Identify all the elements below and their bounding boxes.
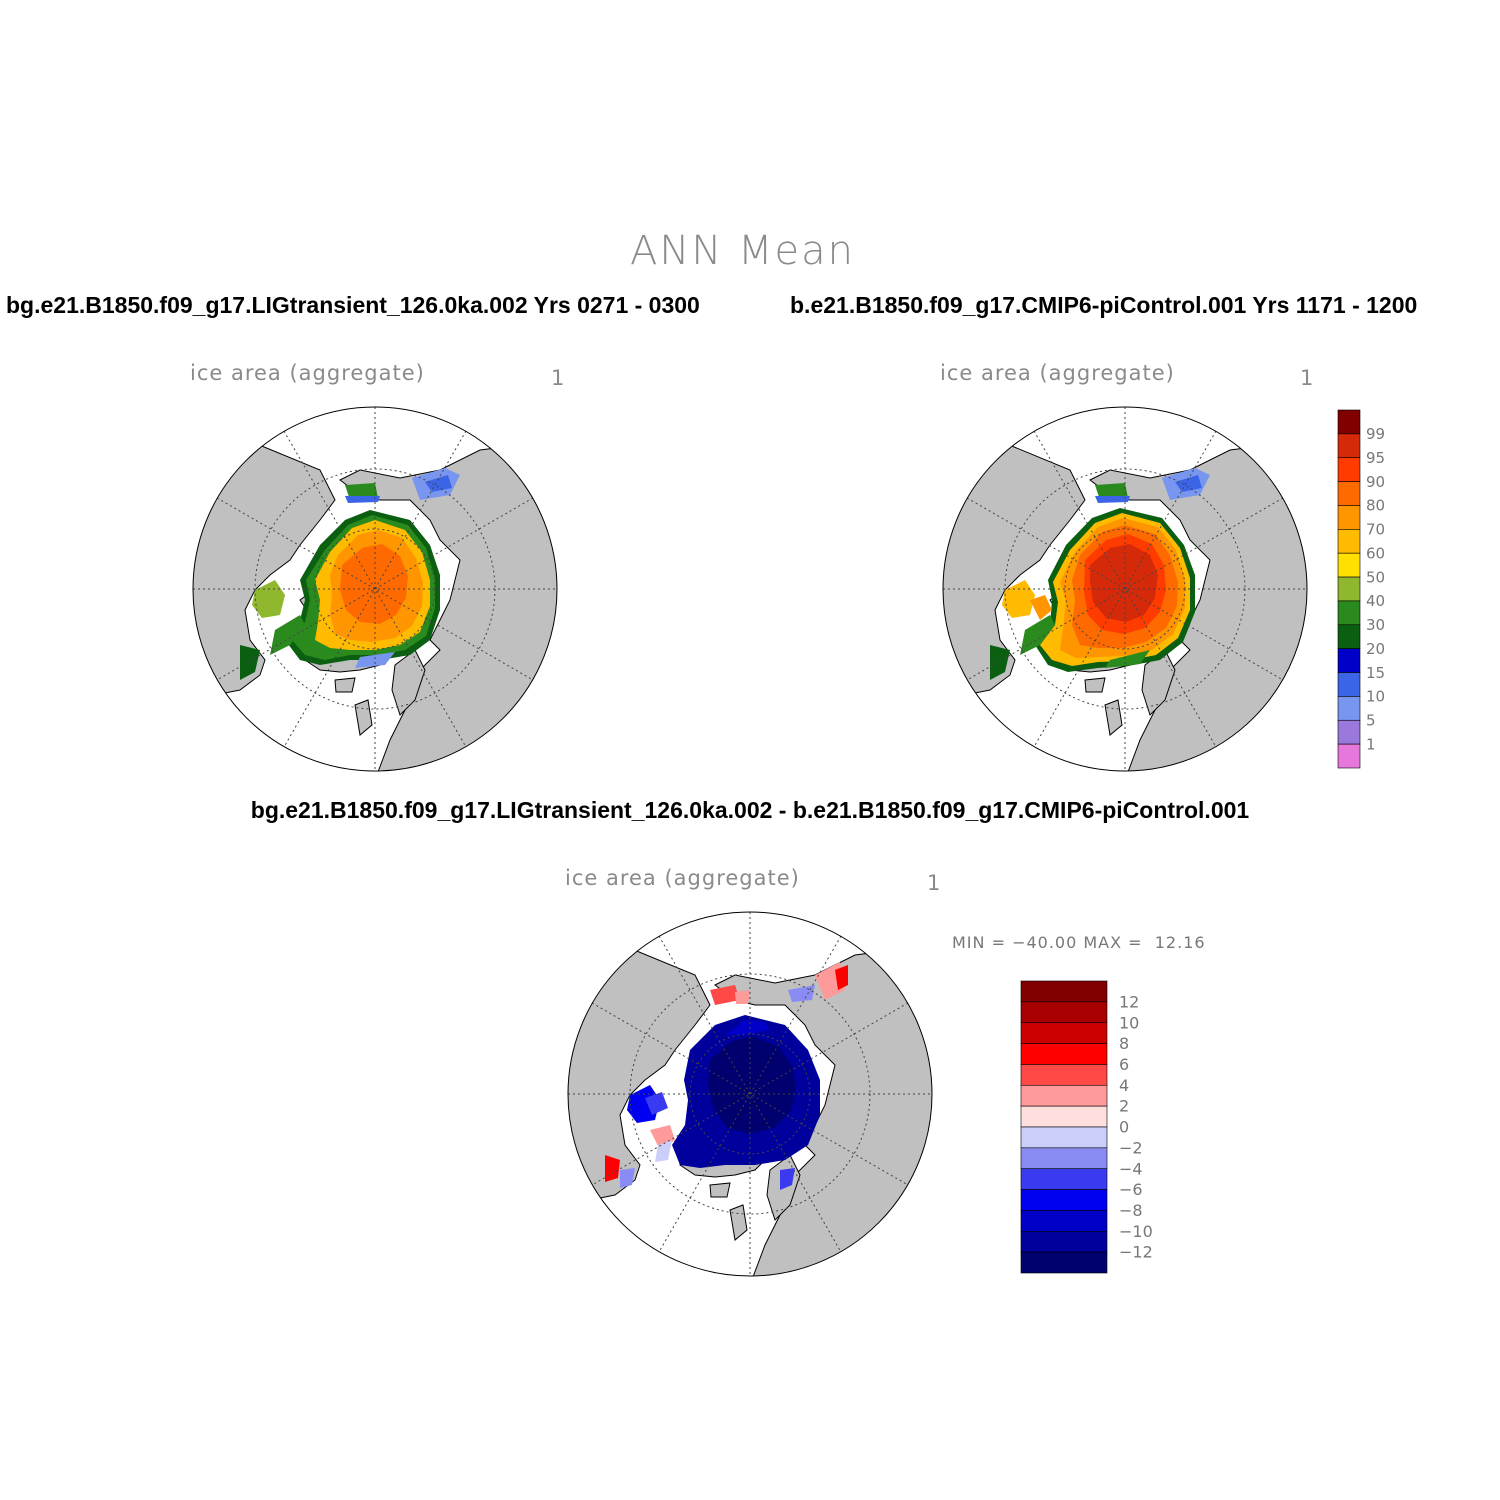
diff-colorbar-swatch bbox=[1020, 1189, 1108, 1211]
diff-colorbar-swatch bbox=[1020, 1230, 1108, 1253]
diff-colorbar-tick-label: −4 bbox=[1119, 1159, 1143, 1178]
graticule bbox=[568, 912, 932, 1276]
ice-colorbar-tick-label: 80 bbox=[1366, 497, 1385, 515]
diff-colorbar-tick-label: −8 bbox=[1119, 1201, 1143, 1220]
ice-colorbar-swatch bbox=[1337, 624, 1361, 649]
difference-min-max: MIN = −40.00 MAX = 12.16 bbox=[952, 933, 1206, 952]
diff-colorbar-swatch bbox=[1020, 1022, 1108, 1044]
right-case-title: b.e21.B1850.f09_g17.CMIP6-piControl.001 … bbox=[790, 292, 1418, 318]
panel3-units: 1 bbox=[927, 871, 941, 895]
ice-colorbar-swatch bbox=[1337, 409, 1361, 435]
ice-colorbar-tick-label: 99 bbox=[1366, 425, 1385, 443]
diff-colorbar-swatch bbox=[1020, 1105, 1108, 1128]
ice-colorbar-swatch bbox=[1337, 648, 1361, 673]
map-panel-difference bbox=[567, 911, 933, 1277]
graticule bbox=[193, 407, 557, 771]
ice-colorbar-tick-label: 70 bbox=[1366, 521, 1385, 539]
ice-colorbar-swatch bbox=[1337, 481, 1361, 506]
ice-colorbar-tick-label: 90 bbox=[1366, 473, 1385, 491]
ice-colorbar-swatch bbox=[1337, 529, 1361, 554]
ice-colorbar-swatch bbox=[1337, 696, 1361, 721]
ice-colorbar-tick-label: 95 bbox=[1366, 449, 1385, 467]
panel1-units: 1 bbox=[551, 366, 565, 390]
map-panel-picontrol bbox=[942, 406, 1308, 772]
diff-colorbar-swatch bbox=[1020, 1147, 1108, 1170]
ice-colorbar-tick-label: 5 bbox=[1366, 712, 1376, 730]
graticule bbox=[943, 407, 1307, 771]
diff-colorbar-swatch bbox=[1020, 1168, 1108, 1190]
ice-colorbar-tick-label: 10 bbox=[1366, 688, 1385, 706]
ice-colorbar-tick-label: 15 bbox=[1366, 664, 1385, 682]
sea-ice-field bbox=[990, 468, 1210, 680]
ice-colorbar-swatch bbox=[1337, 457, 1361, 482]
ice-colorbar-swatch bbox=[1337, 576, 1361, 602]
map-panel-lig bbox=[192, 406, 558, 772]
diff-colorbar-swatch bbox=[1020, 1043, 1108, 1065]
ice-colorbar-swatch bbox=[1337, 433, 1361, 459]
diff-colorbar-tick-label: −12 bbox=[1119, 1243, 1153, 1262]
ice-colorbar-swatch bbox=[1337, 552, 1361, 578]
diff-colorbar-tick-label: 6 bbox=[1119, 1055, 1129, 1074]
diff-colorbar-tick-label: 12 bbox=[1119, 992, 1139, 1011]
difference-field bbox=[605, 962, 848, 1190]
panel2-variable-label: ice area (aggregate) bbox=[940, 361, 1175, 385]
diff-colorbar-tick-label: −10 bbox=[1119, 1222, 1153, 1241]
page-title: ANN Mean bbox=[630, 228, 855, 274]
ice-colorbar-swatch bbox=[1337, 505, 1361, 530]
sea-ice-field bbox=[240, 468, 460, 680]
diff-colorbar-swatch bbox=[1020, 1210, 1108, 1232]
diff-colorbar-swatch bbox=[1020, 980, 1108, 1003]
panel1-variable-label: ice area (aggregate) bbox=[190, 361, 425, 385]
diff-colorbar-tick-label: 8 bbox=[1119, 1034, 1129, 1053]
diff-colorbar-tick-label: 0 bbox=[1119, 1118, 1129, 1137]
ice-colorbar-tick-label: 60 bbox=[1366, 544, 1385, 562]
diff-colorbar-tick-label: 2 bbox=[1119, 1097, 1129, 1116]
left-case-title: bg.e21.B1850.f09_g17.LIGtransient_126.0k… bbox=[6, 292, 700, 318]
ice-colorbar-tick-label: 50 bbox=[1366, 568, 1385, 586]
ice-colorbar-swatch bbox=[1337, 600, 1361, 626]
ice-colorbar-swatch bbox=[1337, 719, 1361, 745]
ice-colorbar-swatch bbox=[1337, 672, 1361, 697]
panel3-variable-label: ice area (aggregate) bbox=[565, 866, 800, 890]
ice-colorbar-tick-label: 20 bbox=[1366, 640, 1385, 658]
diff-colorbar-tick-label: 10 bbox=[1119, 1013, 1139, 1032]
diff-colorbar-swatch bbox=[1020, 1084, 1108, 1107]
ice-colorbar-swatch bbox=[1337, 743, 1361, 769]
diff-colorbar-swatch bbox=[1020, 1251, 1108, 1274]
ice-colorbar-tick-label: 1 bbox=[1366, 735, 1376, 753]
diff-colorbar-swatch bbox=[1020, 1001, 1108, 1024]
diff-colorbar-swatch bbox=[1020, 1064, 1108, 1086]
ice-colorbar-tick-label: 30 bbox=[1366, 616, 1385, 634]
panel2-units: 1 bbox=[1300, 366, 1314, 390]
diff-colorbar-tick-label: −6 bbox=[1119, 1180, 1143, 1199]
ice-colorbar-tick-label: 40 bbox=[1366, 592, 1385, 610]
difference-title: bg.e21.B1850.f09_g17.LIGtransient_126.0k… bbox=[250, 797, 1250, 823]
ice-fraction-colorbar: 99 95 90 80 70 60 50 40 30 20 15 10 5 1 bbox=[1337, 409, 1385, 769]
diff-colorbar-swatch bbox=[1020, 1126, 1108, 1149]
diff-colorbar-tick-label: −2 bbox=[1119, 1138, 1143, 1157]
diff-colorbar-tick-label: 4 bbox=[1119, 1076, 1129, 1095]
difference-colorbar: 12 10 8 6 4 2 0−2 −4 −6 −8 −10 −12 bbox=[1020, 980, 1153, 1274]
